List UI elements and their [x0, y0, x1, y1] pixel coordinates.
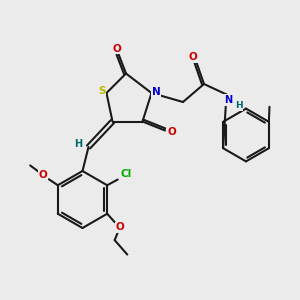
- Text: O: O: [188, 52, 197, 62]
- Text: H: H: [235, 101, 242, 110]
- Text: S: S: [98, 86, 106, 97]
- Text: Cl: Cl: [121, 169, 132, 179]
- Text: O: O: [167, 127, 176, 137]
- Text: N: N: [152, 87, 160, 98]
- Text: O: O: [38, 170, 47, 180]
- Text: H: H: [74, 139, 83, 149]
- Text: N: N: [224, 95, 232, 105]
- Text: O: O: [112, 44, 122, 54]
- Text: O: O: [116, 222, 124, 232]
